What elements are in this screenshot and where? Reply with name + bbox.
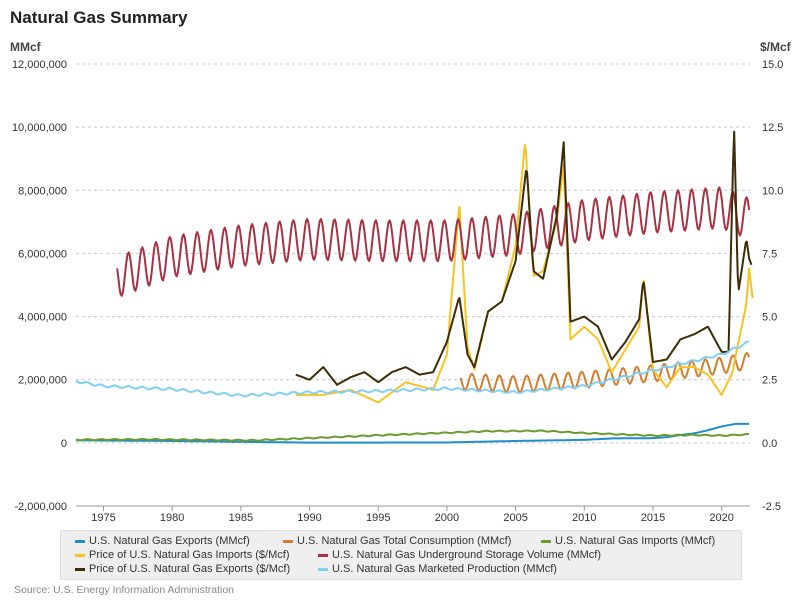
y-left-tick-label: 6,000,000 (18, 248, 67, 260)
right-axis-unit: $/Mcf (760, 40, 791, 54)
legend-item[interactable]: Price of U.S. Natural Gas Imports ($/Mcf… (75, 549, 290, 561)
left-axis-unit: MMcf (10, 40, 41, 54)
legend-item[interactable]: U.S. Natural Gas Imports (MMcf) (541, 535, 715, 547)
y-right-tick-label: 10.0 (762, 185, 783, 197)
series-line (295, 143, 754, 404)
y-left-tick-label: 8,000,000 (18, 185, 67, 197)
legend-item[interactable]: U.S. Natural Gas Exports (MMcf) (75, 535, 250, 547)
legend-swatch (318, 567, 328, 571)
legend-label: U.S. Natural Gas Underground Storage Vol… (332, 549, 602, 561)
x-tick-label: 2015 (641, 512, 665, 524)
series-line (75, 429, 750, 442)
y-left-tick-label: 10,000,000 (12, 122, 67, 134)
y-left-tick-label: 0 (61, 438, 67, 450)
y-right-tick-label: 2.5 (762, 375, 777, 387)
x-tick-label: 1985 (229, 512, 253, 524)
y-right-tick-label: 5.0 (762, 312, 777, 324)
legend-label: Price of U.S. Natural Gas Exports ($/Mcf… (89, 563, 291, 575)
x-tick-label: 2000 (435, 512, 459, 524)
x-tick-label: 2020 (709, 512, 733, 524)
legend-label: U.S. Natural Gas Marketed Production (MM… (332, 563, 557, 575)
x-tick-label: 1995 (366, 512, 390, 524)
y-left-tick-label: 2,000,000 (18, 375, 67, 387)
source-note: Source: U.S. Energy Information Administ… (14, 584, 235, 596)
y-left-tick-label: 4,000,000 (18, 312, 67, 324)
legend-label: U.S. Natural Gas Total Consumption (MMcf… (297, 535, 512, 547)
legend-swatch (75, 567, 85, 571)
legend-item[interactable]: U.S. Natural Gas Marketed Production (MM… (318, 563, 557, 575)
legend-item[interactable]: Price of U.S. Natural Gas Exports ($/Mcf… (75, 563, 290, 575)
legend-swatch (75, 553, 85, 557)
legend-swatch (541, 539, 551, 543)
legend-swatch (318, 553, 328, 557)
x-tick-label: 2010 (572, 512, 596, 524)
series-line (295, 130, 753, 386)
x-tick-label: 1990 (297, 512, 321, 524)
chart-legend: U.S. Natural Gas Exports (MMcf) U.S. Nat… (60, 530, 742, 580)
legend-item[interactable]: U.S. Natural Gas Underground Storage Vol… (318, 549, 601, 561)
legend-item[interactable]: U.S. Natural Gas Total Consumption (MMcf… (283, 535, 511, 547)
y-right-tick-label: 7.5 (762, 248, 777, 260)
y-left-tick-label: 12,000,000 (12, 59, 67, 71)
legend-swatch (283, 539, 293, 543)
x-tick-label: 1975 (91, 512, 115, 524)
series-line (76, 422, 750, 444)
legend-swatch (75, 539, 85, 543)
series-line (75, 340, 750, 398)
y-right-tick-label: 0.0 (762, 438, 777, 450)
chart-title: Natural Gas Summary (10, 8, 188, 27)
x-tick-label: 2005 (503, 512, 527, 524)
y-right-tick-label: 12.5 (762, 122, 783, 134)
legend-label: Price of U.S. Natural Gas Imports ($/Mcf… (89, 549, 290, 561)
y-right-tick-label: -2.5 (762, 501, 781, 513)
legend-label: U.S. Natural Gas Exports (MMcf) (89, 535, 250, 547)
legend-label: U.S. Natural Gas Imports (MMcf) (555, 535, 716, 547)
series-line (116, 186, 751, 297)
x-tick-label: 1980 (160, 512, 184, 524)
y-left-tick-label: -2,000,000 (14, 501, 67, 513)
y-right-tick-label: 15.0 (762, 59, 783, 71)
